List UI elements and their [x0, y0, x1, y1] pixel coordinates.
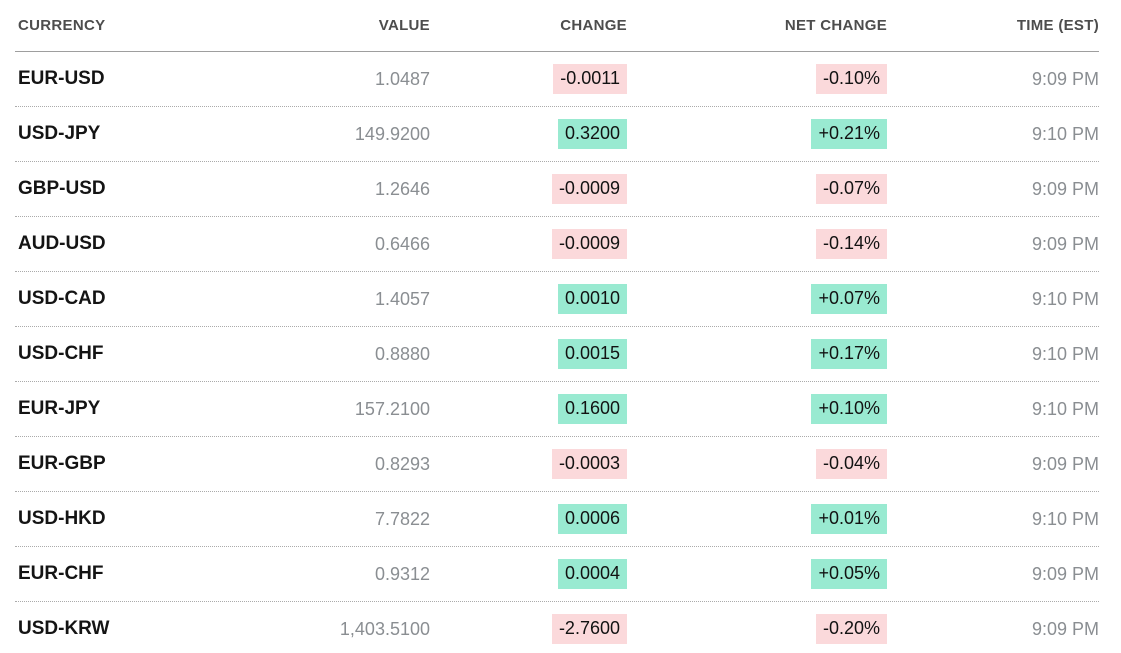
time-cell: 9:10 PM: [1031, 508, 1099, 529]
time-cell: 9:09 PM: [1031, 618, 1099, 639]
value-cell: 1.2646: [374, 178, 430, 199]
value-cell: 0.8880: [374, 343, 430, 364]
currency-pair-link[interactable]: USD-JPY: [18, 123, 101, 144]
currency-pair-link[interactable]: EUR-GBP: [18, 453, 106, 474]
currency-pair-link[interactable]: USD-KRW: [18, 618, 110, 639]
change-chip: 0.0004: [557, 558, 627, 590]
net-change-cell: +0.05%: [627, 558, 887, 590]
col-header-time: TIME (EST): [1016, 17, 1099, 34]
table-row: AUD-USD 0.6466 -0.0009 -0.14% 9:09 PM: [15, 217, 1099, 272]
change-chip: 0.1600: [557, 393, 627, 425]
value-cell: 0.6466: [374, 233, 430, 254]
time-cell: 9:09 PM: [1031, 563, 1099, 584]
table-row: USD-CAD 1.4057 0.0010 +0.07% 9:10 PM: [15, 272, 1099, 327]
value-cell: 1.4057: [374, 288, 430, 309]
change-chip: -0.0011: [553, 63, 627, 95]
value-cell: 157.2100: [354, 398, 430, 419]
table-row: EUR-USD 1.0487 -0.0011 -0.10% 9:09 PM: [15, 52, 1099, 107]
change-chip: 0.0015: [557, 338, 627, 370]
value-cell: 0.9312: [374, 563, 430, 584]
value-cell: 0.8293: [374, 453, 430, 474]
net-change-chip: +0.07%: [811, 283, 887, 315]
table-row: EUR-GBP 0.8293 -0.0003 -0.04% 9:09 PM: [15, 437, 1099, 492]
table-row: GBP-USD 1.2646 -0.0009 -0.07% 9:09 PM: [15, 162, 1099, 217]
time-cell: 9:09 PM: [1031, 178, 1099, 199]
change-cell: 0.1600: [430, 393, 627, 425]
change-cell: -0.0009: [430, 173, 627, 205]
time-cell: 9:09 PM: [1031, 233, 1099, 254]
net-change-chip: +0.17%: [811, 338, 887, 370]
change-cell: 0.0010: [430, 283, 627, 315]
net-change-cell: +0.17%: [627, 338, 887, 370]
time-cell: 9:09 PM: [1031, 68, 1099, 89]
currency-pair-link[interactable]: USD-HKD: [18, 508, 106, 529]
table-row: EUR-JPY 157.2100 0.1600 +0.10% 9:10 PM: [15, 382, 1099, 437]
value-cell: 7.7822: [374, 508, 430, 529]
change-cell: 0.3200: [430, 118, 627, 150]
col-header-currency: CURRENCY: [18, 17, 106, 34]
net-change-chip: -0.20%: [815, 613, 887, 645]
change-chip: 0.0010: [557, 283, 627, 315]
net-change-cell: +0.01%: [627, 503, 887, 535]
change-cell: -0.0009: [430, 228, 627, 260]
currency-pair-link[interactable]: EUR-CHF: [18, 563, 104, 584]
net-change-cell: +0.10%: [627, 393, 887, 425]
table-row: USD-CHF 0.8880 0.0015 +0.17% 9:10 PM: [15, 327, 1099, 382]
net-change-cell: -0.07%: [627, 173, 887, 205]
time-cell: 9:09 PM: [1031, 453, 1099, 474]
time-cell: 9:10 PM: [1031, 288, 1099, 309]
time-cell: 9:10 PM: [1031, 343, 1099, 364]
col-header-value: VALUE: [378, 17, 430, 34]
net-change-chip: +0.10%: [811, 393, 887, 425]
change-cell: -0.0011: [430, 63, 627, 95]
col-header-change: CHANGE: [560, 17, 627, 34]
change-cell: -0.0003: [430, 448, 627, 480]
net-change-chip: -0.07%: [815, 173, 887, 205]
currency-pair-link[interactable]: AUD-USD: [18, 233, 106, 254]
table-header: CURRENCY VALUE CHANGE NET CHANGE TIME (E…: [15, 0, 1099, 52]
net-change-cell: +0.21%: [627, 118, 887, 150]
net-change-cell: -0.20%: [627, 613, 887, 645]
currency-pair-link[interactable]: USD-CHF: [18, 343, 104, 364]
net-change-chip: +0.01%: [811, 503, 887, 535]
col-header-net-change: NET CHANGE: [784, 17, 887, 34]
table-row: USD-HKD 7.7822 0.0006 +0.01% 9:10 PM: [15, 492, 1099, 547]
change-cell: 0.0004: [430, 558, 627, 590]
table-row: USD-KRW 1,403.5100 -2.7600 -0.20% 9:09 P…: [15, 602, 1099, 653]
table-body: EUR-USD 1.0487 -0.0011 -0.10% 9:09 PM US…: [15, 52, 1099, 653]
time-cell: 9:10 PM: [1031, 123, 1099, 144]
net-change-chip: -0.04%: [815, 448, 887, 480]
currency-pair-link[interactable]: EUR-JPY: [18, 398, 101, 419]
net-change-cell: +0.07%: [627, 283, 887, 315]
change-cell: 0.0006: [430, 503, 627, 535]
value-cell: 149.9200: [354, 123, 430, 144]
currency-pair-link[interactable]: USD-CAD: [18, 288, 106, 309]
net-change-chip: -0.14%: [815, 228, 887, 260]
table-row: USD-JPY 149.9200 0.3200 +0.21% 9:10 PM: [15, 107, 1099, 162]
change-cell: -2.7600: [430, 613, 627, 645]
change-chip: 0.3200: [557, 118, 627, 150]
value-cell: 1.0487: [374, 68, 430, 89]
change-chip: -0.0003: [551, 448, 627, 480]
change-cell: 0.0015: [430, 338, 627, 370]
change-chip: -0.0009: [551, 173, 627, 205]
table-row: EUR-CHF 0.9312 0.0004 +0.05% 9:09 PM: [15, 547, 1099, 602]
change-chip: 0.0006: [557, 503, 627, 535]
net-change-cell: -0.10%: [627, 63, 887, 95]
time-cell: 9:10 PM: [1031, 398, 1099, 419]
net-change-cell: -0.14%: [627, 228, 887, 260]
net-change-cell: -0.04%: [627, 448, 887, 480]
net-change-chip: -0.10%: [815, 63, 887, 95]
change-chip: -2.7600: [551, 613, 627, 645]
currency-pair-link[interactable]: GBP-USD: [18, 178, 106, 199]
value-cell: 1,403.5100: [339, 618, 430, 639]
net-change-chip: +0.05%: [811, 558, 887, 590]
currency-pair-link[interactable]: EUR-USD: [18, 68, 105, 89]
net-change-chip: +0.21%: [811, 118, 887, 150]
change-chip: -0.0009: [551, 228, 627, 260]
